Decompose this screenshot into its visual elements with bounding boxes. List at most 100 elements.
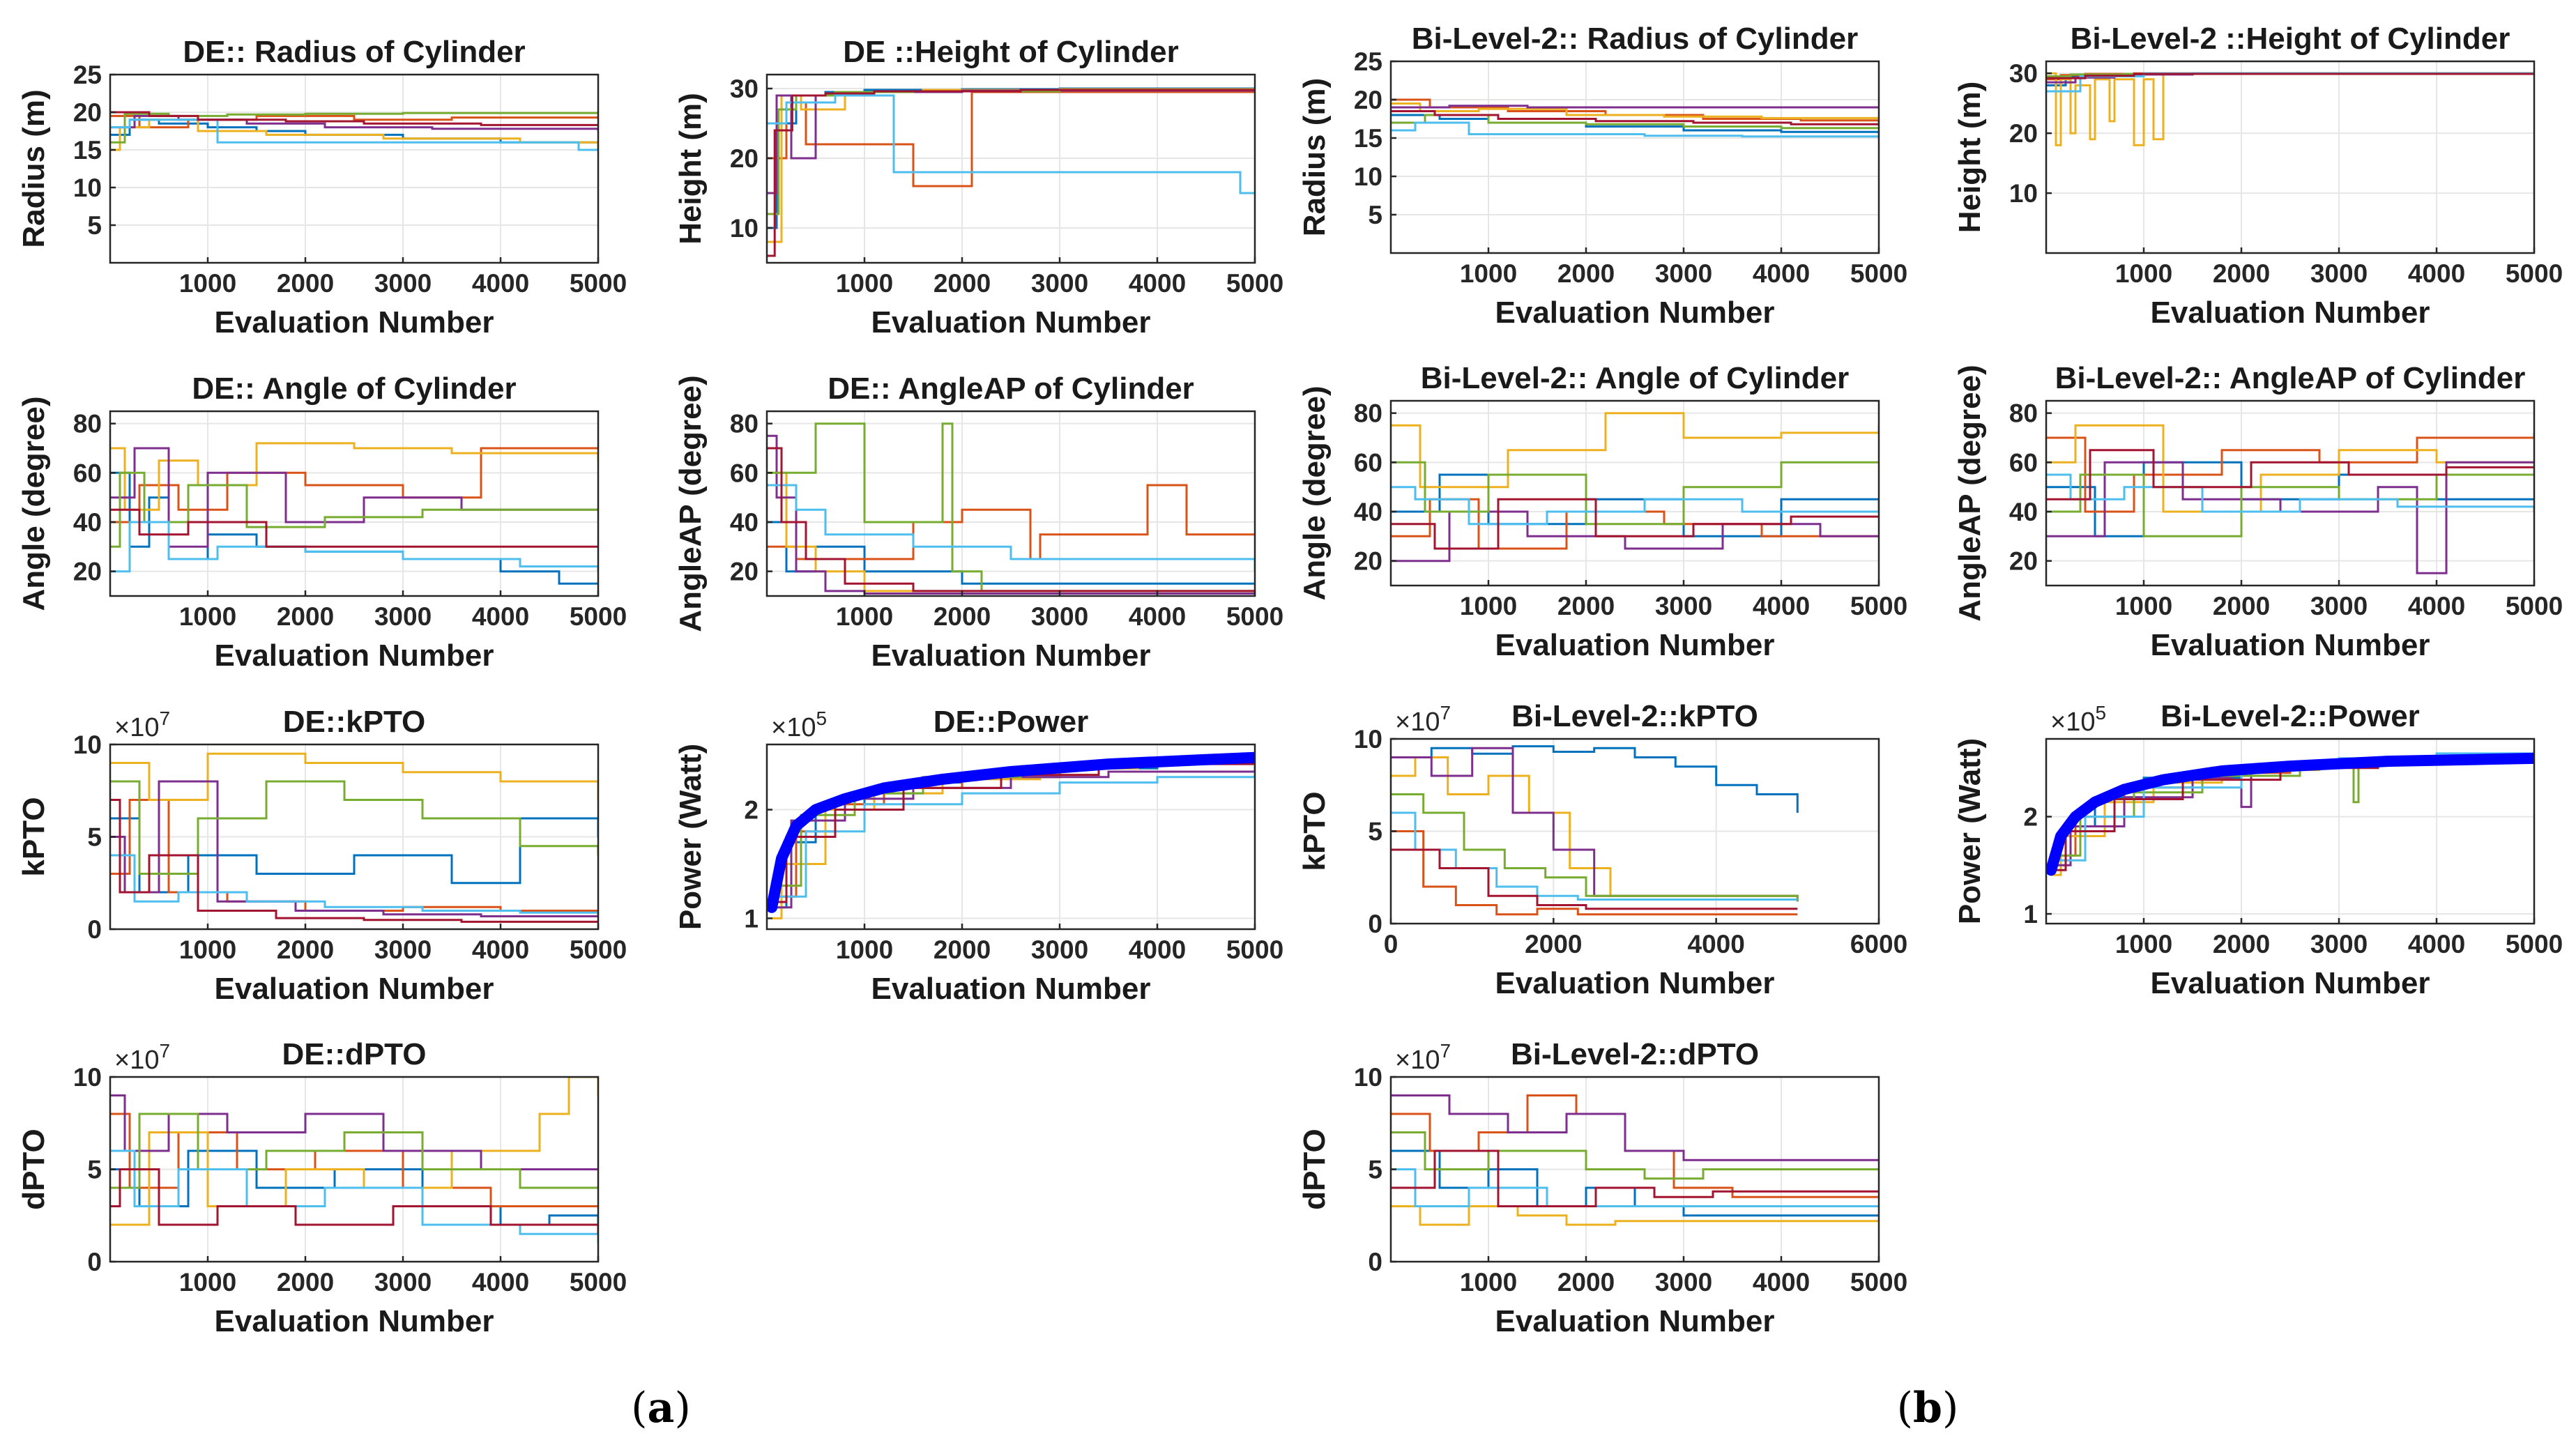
x-tick-label: 1000 (836, 269, 893, 298)
y-tick-label: 20 (73, 98, 102, 127)
chart-title: Bi-Level-2::Power (2160, 699, 2420, 733)
series-line-6 (1391, 121, 1879, 138)
series-line-6 (110, 1149, 598, 1244)
y-tick-label: 80 (730, 410, 759, 438)
series-line-6 (767, 484, 1255, 572)
x-tick-label: 2000 (933, 602, 991, 631)
series-line-7 (1391, 848, 1798, 910)
chart-de-power: 1000 2000 3000 4000 5000 1 2 ×105 DE::PowerEvalu… (673, 705, 1283, 1006)
x-tick-label: 3000 (374, 935, 432, 964)
x-tick-label: 2000 (2213, 592, 2270, 620)
chart-bl-angle: 1000 2000 3000 4000 5000 20 40 60 80 Bi-Level-2::… (1297, 361, 1907, 662)
y-axis-label: AngleAP (degree) (673, 375, 708, 632)
x-tick-label: 4000 (1753, 259, 1810, 288)
x-tick-label: 3000 (374, 602, 432, 631)
series-group (767, 87, 1255, 257)
chart-title: DE:: Radius of Cylinder (183, 35, 525, 69)
series-line-4 (1391, 510, 1879, 563)
y-tick-label: 30 (730, 75, 759, 103)
y-axis-label: Power (Watt) (1953, 738, 1987, 924)
series-group (2046, 750, 2534, 876)
x-tick-label: 4000 (472, 1268, 529, 1297)
x-tick-label: 4000 (472, 269, 529, 298)
y-tick-label: 1 (744, 904, 759, 933)
panel-caption-b: (b) (1897, 1384, 1959, 1432)
y-axis-label: Angle (degree) (1297, 385, 1332, 600)
series-line-1 (767, 521, 1255, 585)
x-tick-label: 5000 (1850, 592, 1907, 620)
best-series-line (2046, 752, 2534, 876)
x-tick-label: 2000 (2213, 259, 2270, 288)
y-tick-label: 5 (1368, 201, 1382, 229)
x-tick-label: 1000 (2115, 259, 2172, 288)
y-tick-label: 5 (87, 1156, 102, 1184)
x-axis-label: Evaluation Number (1495, 1304, 1775, 1338)
series-line-1 (110, 471, 598, 585)
chart-bl-radius: 1000 2000 3000 4000 5000 5 10 15 20 25 Bi-Level-2:… (1297, 22, 1907, 330)
y-axis-label: AngleAP (degree) (1953, 365, 1987, 621)
axis-multiplier: ×107 (1395, 1040, 1451, 1075)
series-line-7 (110, 1168, 598, 1234)
y-tick-label: 2 (744, 796, 759, 825)
chart-title: DE::Power (933, 705, 1088, 739)
x-tick-label: 0 (1384, 930, 1398, 958)
y-tick-label: 80 (2009, 399, 2038, 428)
x-tick-label: 5000 (1226, 602, 1283, 631)
x-tick-label: 1000 (836, 602, 893, 631)
chart-de-angle: 1000 2000 3000 4000 5000 20 40 60 80 DE:: Angle o… (17, 372, 627, 673)
x-tick-label: 5000 (2506, 592, 2563, 620)
series-group (2046, 424, 2534, 574)
x-tick-label: 3000 (1031, 269, 1088, 298)
y-axis-label: dPTO (1297, 1129, 1332, 1210)
x-tick-label: 3000 (2310, 259, 2368, 288)
chart-title: Bi-Level-2 ::Height of Cylinder (2071, 22, 2510, 56)
x-tick-label: 3000 (2310, 930, 2368, 958)
axes-box (2045, 60, 2536, 254)
series-line-7 (2046, 449, 2534, 500)
series-line-4 (110, 447, 598, 548)
y-tick-label: 20 (2009, 119, 2038, 148)
series-group (2046, 72, 2534, 146)
axes-box (2045, 399, 2536, 587)
y-tick-label: 40 (2009, 498, 2038, 526)
y-tick-label: 10 (730, 214, 759, 243)
y-tick-label: 10 (1354, 162, 1382, 191)
series-line-4 (110, 114, 598, 131)
x-tick-label: 5000 (1226, 269, 1283, 298)
chart-title: Bi-Level-2::kPTO (1511, 699, 1758, 733)
y-tick-label: 20 (730, 558, 759, 586)
series-line-4 (1391, 105, 1879, 109)
y-tick-label: 40 (1354, 498, 1382, 526)
series-group (110, 111, 598, 151)
y-tick-label: 20 (73, 558, 102, 586)
x-tick-label: 5000 (570, 269, 627, 298)
x-tick-label: 3000 (1655, 1268, 1712, 1297)
series-line-3 (2046, 72, 2534, 146)
x-axis-label: Evaluation Number (2151, 628, 2430, 662)
plot-area (110, 75, 598, 263)
x-tick-label: 2000 (277, 269, 334, 298)
y-tick-label: 20 (730, 144, 759, 173)
x-tick-label: 2000 (1557, 592, 1615, 620)
y-axis-label: Angle (degree) (17, 396, 51, 611)
axis-multiplier: ×105 (771, 708, 827, 742)
y-tick-label: 5 (1368, 818, 1382, 846)
chart-de-radius: 1000 2000 3000 4000 5000 5 10 15 20 25 DE:: Radius… (17, 35, 627, 339)
y-tick-label: 25 (73, 61, 102, 89)
plot-area (110, 411, 598, 596)
chart-de-height: 1000 2000 3000 4000 5000 10 20 30 DE ::Height of… (673, 35, 1283, 339)
x-tick-label: 5000 (1226, 935, 1283, 964)
series-line-5 (110, 780, 598, 875)
x-tick-label: 5000 (2506, 930, 2563, 958)
x-tick-label: 3000 (1655, 259, 1712, 288)
axes-box (1389, 399, 1880, 587)
series-line-5 (767, 422, 1255, 592)
x-axis-label: Evaluation Number (871, 972, 1151, 1006)
chart-bl-dpto: 1000 2000 3000 4000 5000 0 5 10 ×107 Bi-Level-2::… (1297, 1037, 1907, 1338)
series-line-5 (110, 1113, 598, 1189)
x-tick-label: 5000 (1850, 259, 1907, 288)
x-tick-label: 4000 (1129, 602, 1186, 631)
series-group (110, 442, 598, 585)
x-tick-label: 2000 (1525, 930, 1582, 958)
